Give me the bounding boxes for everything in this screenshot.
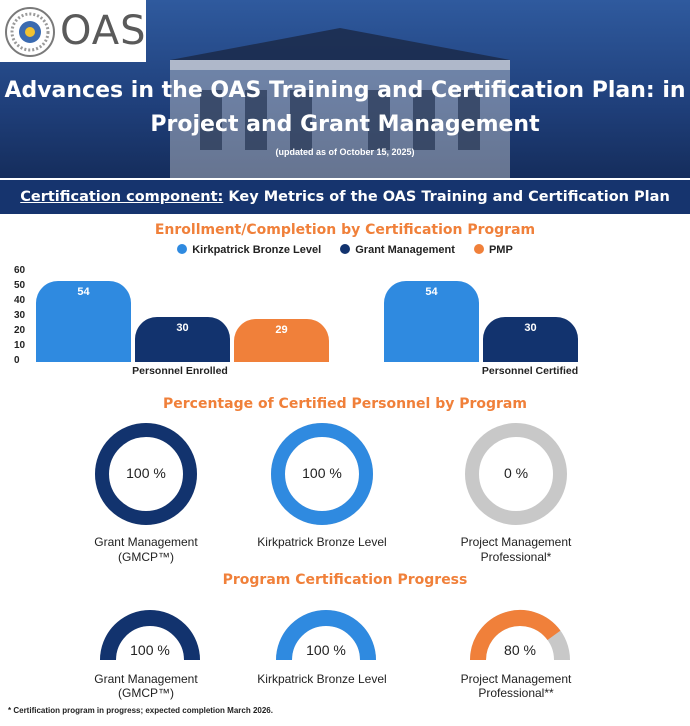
donut-percent-label: 100 %: [126, 465, 166, 481]
donut-chart: [271, 423, 373, 525]
group-label-certified: Personnel Certified: [481, 365, 579, 377]
donut-program-name-line2: Professional*: [480, 550, 552, 564]
donut-track: [465, 423, 567, 525]
bar-value-label: 29: [275, 323, 288, 336]
legend-label-grant: Grant Management: [355, 244, 455, 256]
legend-label-pmp: PMP: [488, 244, 513, 256]
gauge-fill: [276, 610, 376, 661]
legend-pmp: PMP: [473, 244, 513, 256]
title-line-2: Project and Grant Management: [150, 112, 540, 137]
building-photo: [170, 28, 510, 178]
bar-1-0: [384, 281, 479, 362]
gauge-program-name: Kirkpatrick Bronze Level: [257, 672, 387, 686]
y-tick-label: 0: [14, 355, 20, 366]
donut-percent-label: 100 %: [302, 465, 342, 481]
gauge-chart: [470, 610, 570, 661]
y-tick-label: 50: [14, 280, 26, 291]
gauge-percent-label: 100 %: [306, 642, 346, 658]
page-title: Advances in the OAS Training and Certifi…: [0, 74, 690, 142]
gauge-fill: [470, 610, 561, 661]
bar-0-1: [135, 317, 230, 362]
enrollment-chart-title: Enrollment/Completion by Certification P…: [154, 222, 536, 238]
y-tick-label: 10: [14, 340, 26, 351]
gauge-chart: [100, 610, 200, 661]
donut-slice: [95, 423, 197, 525]
gauge-chart: [276, 610, 376, 661]
donut-chart: [465, 423, 567, 525]
bar-value-label: 54: [77, 286, 90, 298]
footnote: * Certification program in progress; exp…: [8, 706, 273, 715]
percentage-chart-title: Percentage of Certified Personnel by Pro…: [163, 396, 527, 412]
progress-chart-title: Program Certification Progress: [222, 572, 468, 588]
bar-value-label: 30: [524, 322, 537, 334]
y-tick-label: 60: [14, 265, 26, 276]
updated-date: (updated as of October 15, 2025): [275, 147, 415, 157]
legend-label-kirkpatrick: Kirkpatrick Bronze Level: [192, 244, 322, 256]
donut-program-name: Grant Management: [94, 535, 198, 549]
y-tick-label: 30: [14, 310, 26, 321]
chart-legend: Kirkpatrick Bronze Level Grant Managemen…: [0, 244, 690, 256]
bar-value-label: 54: [425, 286, 438, 298]
donut-program-name: Project Management: [460, 535, 572, 549]
donut-chart: [95, 423, 197, 525]
gauge-program-name-line2: (GMCP™): [118, 686, 174, 700]
legend-dot-pmp: [473, 244, 484, 254]
bar-0-0: [36, 281, 131, 362]
donut-slice: [271, 423, 373, 525]
gauge-percent-label: 80 %: [504, 642, 536, 658]
donut-percent-label: 0 %: [503, 465, 529, 481]
bar-0-2: [234, 318, 329, 362]
donut-program-name-line2: (GMCP™): [118, 550, 174, 564]
donut-program-name: Kirkpatrick Bronze Level: [257, 535, 387, 549]
bar-1-1: [483, 317, 578, 362]
gauge-fill: [100, 610, 200, 661]
oas-logo[interactable]: OAS: [0, 0, 146, 62]
title-line-1: Advances in the OAS Training and Certifi…: [4, 78, 686, 103]
y-tick-label: 20: [14, 325, 26, 336]
y-tick-label: 40: [14, 295, 26, 306]
banner-lead: Certification component:: [20, 189, 224, 205]
legend-kirkpatrick: Kirkpatrick Bronze Level: [177, 244, 321, 256]
legend-dot-grant: [340, 244, 351, 254]
legend-dot-kirkpatrick: [177, 244, 188, 254]
legend-grant: Grant Management: [340, 244, 455, 256]
group-label-enrolled: Personnel Enrolled: [132, 365, 228, 377]
gauge-program-name: Project Management: [460, 672, 572, 686]
gauge-percent-label: 100 %: [130, 642, 170, 658]
gauge-program-name: Grant Management: [94, 672, 198, 686]
section-banner: Certification component: Key Metrics of …: [0, 180, 690, 214]
logo-text: OAS: [60, 8, 147, 54]
banner-rest: Key Metrics of the OAS Training and Cert…: [223, 189, 670, 205]
bar-value-label: 30: [176, 322, 189, 334]
oas-seal-icon: [5, 7, 55, 57]
gauge-program-name-line2: Professional**: [478, 686, 554, 700]
hero-banner: OAS Advances in the OAS Training and Cer…: [0, 0, 690, 178]
